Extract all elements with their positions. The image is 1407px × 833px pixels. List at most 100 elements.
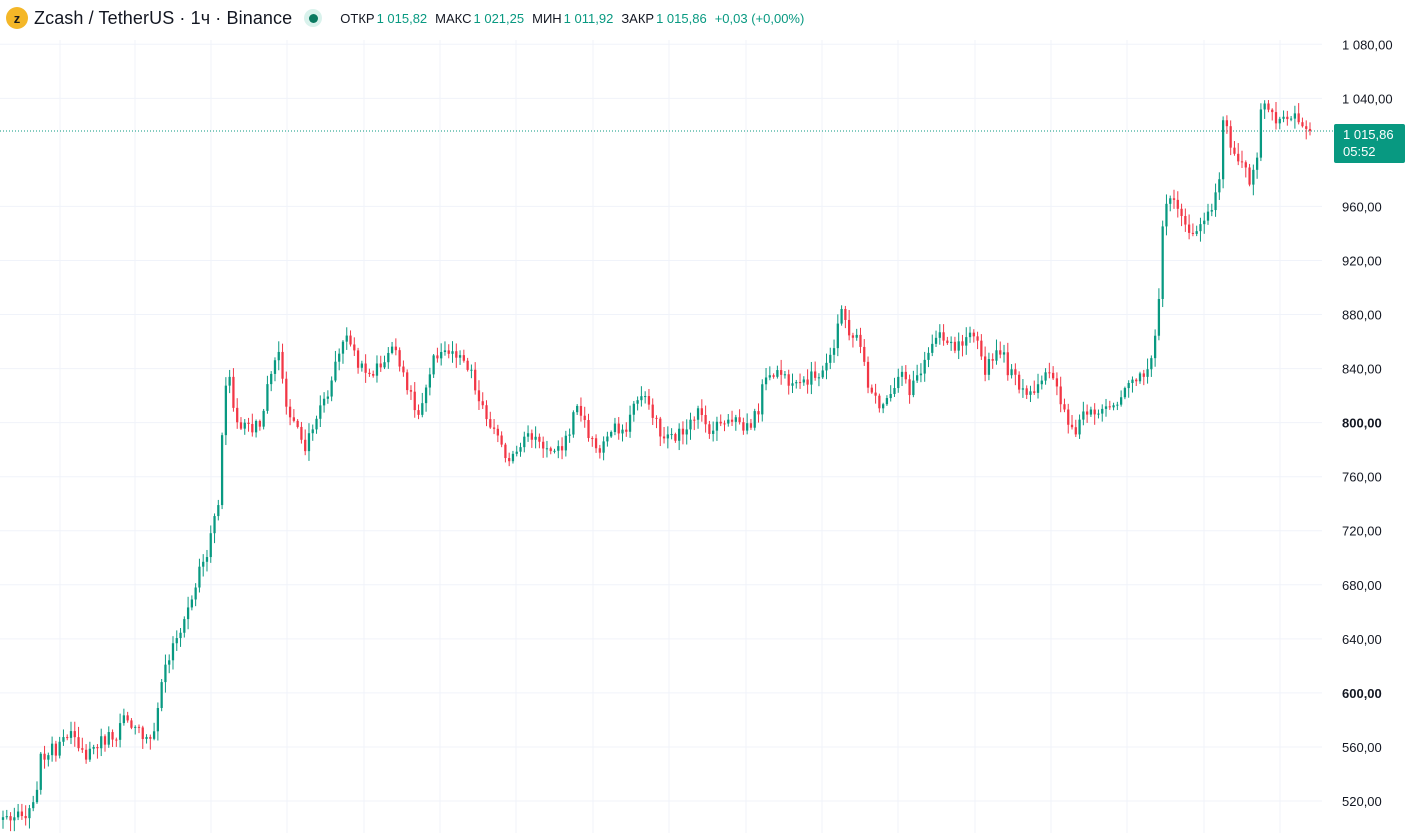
candle (466, 357, 469, 372)
candle (1248, 163, 1251, 187)
price-tick-label: 600,00 (1342, 686, 1382, 701)
candle (319, 395, 322, 428)
price-tick-label: 960,00 (1342, 199, 1382, 214)
price-tick-label: 560,00 (1342, 740, 1382, 755)
candle (780, 359, 783, 385)
candle (836, 314, 839, 357)
candle (236, 398, 239, 429)
candle (406, 369, 409, 395)
candle (1259, 103, 1263, 162)
candle (628, 405, 632, 438)
candle (137, 724, 141, 734)
candle (1184, 208, 1187, 232)
candle (413, 382, 416, 418)
price-tick-label: 880,00 (1342, 308, 1382, 323)
candle (889, 385, 892, 402)
candle (224, 377, 228, 446)
candle (198, 558, 201, 593)
candle (421, 392, 424, 418)
zcash-coin-icon[interactable]: z (6, 7, 28, 29)
candle (1157, 288, 1161, 341)
candle (866, 356, 870, 394)
candle (980, 334, 983, 360)
candle (118, 713, 122, 748)
candle (326, 390, 329, 404)
candle (534, 426, 537, 449)
candle (893, 377, 896, 397)
candle (356, 347, 360, 374)
candle (1263, 100, 1266, 119)
candle (753, 408, 756, 431)
candle (16, 803, 20, 821)
candle (542, 436, 545, 458)
candle (220, 432, 224, 510)
candle (28, 804, 31, 829)
candle (307, 423, 311, 461)
candle (13, 807, 16, 832)
candle (190, 595, 194, 611)
candle (515, 445, 518, 457)
candle (621, 424, 624, 442)
candle (798, 373, 802, 389)
candle (878, 393, 881, 413)
candle (402, 360, 405, 377)
candle (829, 347, 832, 370)
candle (636, 396, 639, 411)
candle (35, 781, 39, 804)
candle (923, 351, 926, 382)
candle (508, 452, 511, 467)
price-tick-label: 1 040,00 (1342, 91, 1393, 106)
candle (640, 386, 643, 407)
candle (882, 402, 885, 414)
candle (1305, 120, 1308, 140)
candle (734, 414, 737, 431)
candle (931, 334, 934, 357)
price-axis[interactable]: 1 080,00 1 040,00 960,00 920,00 880,00 840,00… (1342, 37, 1393, 809)
candle (390, 341, 394, 355)
candle (247, 417, 250, 432)
candle (417, 404, 420, 420)
candle (62, 729, 65, 746)
candle (1225, 115, 1229, 134)
candle (727, 413, 730, 427)
candle (602, 436, 605, 461)
candle (477, 380, 481, 410)
candle (749, 418, 753, 430)
candle (107, 726, 110, 748)
candle (1059, 376, 1062, 413)
price-tick-label: 800,00 (1342, 416, 1382, 431)
candle (1044, 368, 1047, 385)
candlestick-series (1, 100, 1312, 832)
candle (292, 409, 295, 423)
candle (511, 450, 515, 464)
candle (470, 364, 473, 379)
candle (360, 360, 363, 372)
candle (666, 426, 669, 449)
candle (1078, 414, 1081, 439)
candle (277, 341, 280, 371)
candle (443, 341, 447, 356)
candle (545, 440, 549, 458)
candle (644, 391, 647, 404)
candle (674, 432, 677, 443)
candle (1297, 103, 1300, 125)
market-status-dot-icon[interactable] (304, 9, 323, 27)
candle (1051, 366, 1055, 380)
candle (50, 736, 54, 762)
candle (591, 436, 594, 447)
symbol-title[interactable]: Zcash / TetherUS · 1ч · Binance (34, 7, 293, 28)
candle (900, 365, 904, 386)
price-tick-label: 920,00 (1342, 253, 1382, 268)
candle (810, 361, 813, 395)
candle (987, 352, 991, 381)
candle (708, 420, 711, 439)
candle (273, 357, 277, 382)
candle (1150, 355, 1153, 377)
candle (1025, 385, 1028, 400)
candle (632, 400, 635, 422)
candle (832, 339, 836, 363)
candle (194, 583, 197, 607)
candle (712, 421, 715, 442)
close-label: ЗАКР (621, 10, 655, 26)
